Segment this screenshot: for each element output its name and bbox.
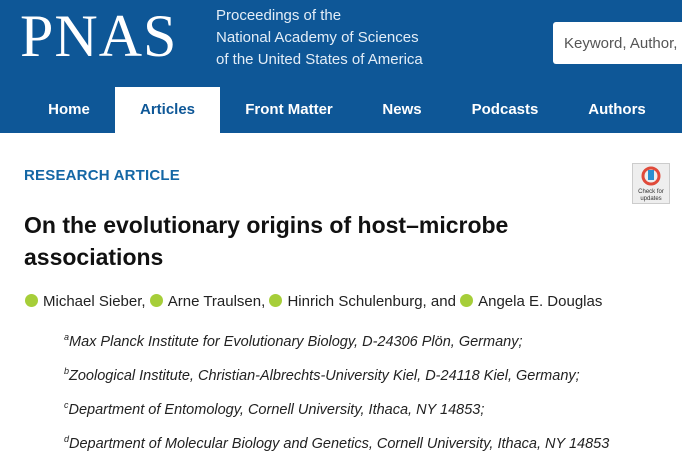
search-placeholder: Keyword, Author, (564, 35, 678, 52)
tagline-line: Proceedings of the (216, 7, 342, 24)
nav-item[interactable]: Articles (115, 87, 220, 133)
author-separator: , (141, 293, 146, 310)
affiliation: aMax Planck Institute for Evolutionary B… (64, 332, 523, 350)
nav-item[interactable]: Home (48, 101, 90, 118)
affiliation: bZoological Institute, Christian-Albrech… (64, 366, 580, 384)
nav-bar: Home Articles Front Matter News Podcasts Auth… (0, 87, 682, 133)
author-separator: , (261, 293, 266, 310)
affiliation: cDepartment of Entomology, Cornell Unive… (64, 400, 484, 418)
tagline-line: of the United States of America (216, 51, 423, 68)
affiliation-mark: c (64, 400, 69, 410)
affiliation-mark: a (64, 332, 70, 342)
search-box[interactable]: Keyword, Author, (553, 22, 682, 64)
affiliation: dDepartment of Molecular Biology and Gen… (64, 434, 609, 452)
affiliation-text: Department of Entomology, Cornell Univer… (68, 401, 485, 418)
tagline-line: National Academy of Sciences (216, 29, 419, 46)
nav-item[interactable]: Authors (588, 101, 646, 118)
badge-text: updates (640, 196, 662, 202)
author-name[interactable]: Michael Sieber (43, 293, 142, 310)
badge-text: Check for (638, 189, 664, 195)
header: PNAS Proceedings of the National Academy… (0, 0, 682, 133)
affiliation-text: Zoological Institute, Christian-Albrecht… (69, 367, 580, 384)
author-name[interactable]: Hinrich Schulenburg (287, 293, 423, 310)
orcid-icon[interactable] (460, 294, 474, 307)
orcid-icon[interactable] (149, 294, 163, 307)
affiliation-mark: d (64, 434, 70, 444)
author-separator: , and (422, 293, 456, 310)
orcid-icon[interactable] (269, 294, 283, 307)
affiliation-text: Max Planck Institute for Evolutionary Bi… (69, 333, 523, 350)
nav-item[interactable]: News (382, 101, 422, 118)
author-name[interactable]: Arne Traulsen (167, 293, 262, 310)
orcid-icon[interactable] (25, 294, 38, 307)
affiliation-text: Department of Molecular Biology and Gene… (69, 435, 610, 452)
affiliation-mark: b (64, 366, 70, 376)
author-list: Michael Sieber, Arne Traulsen, Hinrich S… (25, 293, 602, 310)
nav-item[interactable]: Podcasts (471, 101, 539, 118)
check-updates-badge[interactable]: Check for updates (632, 163, 670, 204)
article-title: On the evolutionary origins of host–micr… (24, 212, 509, 270)
logo[interactable]: PNAS (20, 3, 178, 69)
article-type: RESEARCH ARTICLE (24, 167, 180, 184)
nav-item[interactable]: Front Matter (245, 101, 333, 118)
author-name[interactable]: Angela E. Douglas (478, 293, 603, 310)
badge-icon (641, 166, 661, 186)
tagline: Proceedings of the National Academy of S… (216, 5, 423, 71)
